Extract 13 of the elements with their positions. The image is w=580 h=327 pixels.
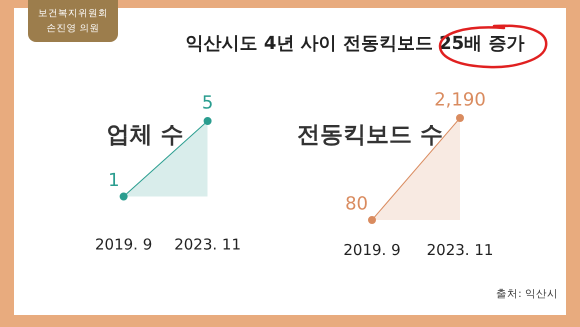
text: 보건복지위원회	[37, 7, 109, 21]
text: 손진영 의원	[45, 22, 101, 36]
source-note: 출처: 익산시	[495, 287, 558, 301]
data-label: 1	[108, 170, 120, 192]
x-tick-label: 2023. 11	[174, 235, 241, 254]
x-tick-label: 2019. 9	[343, 240, 401, 259]
data-label: 5	[202, 92, 214, 114]
chart-title: 업체 수	[105, 121, 184, 150]
x-tick-label: 2019. 9	[94, 235, 152, 254]
data-label: 80	[345, 194, 368, 215]
data-label: 2,190	[434, 90, 486, 111]
x-tick-label: 2023. 11	[426, 240, 494, 259]
chart-title: 전동킥보드 수	[296, 121, 444, 150]
